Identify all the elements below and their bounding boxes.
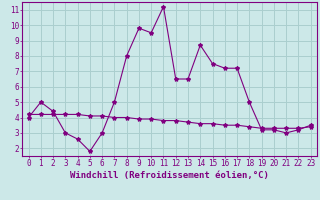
X-axis label: Windchill (Refroidissement éolien,°C): Windchill (Refroidissement éolien,°C)	[70, 171, 269, 180]
